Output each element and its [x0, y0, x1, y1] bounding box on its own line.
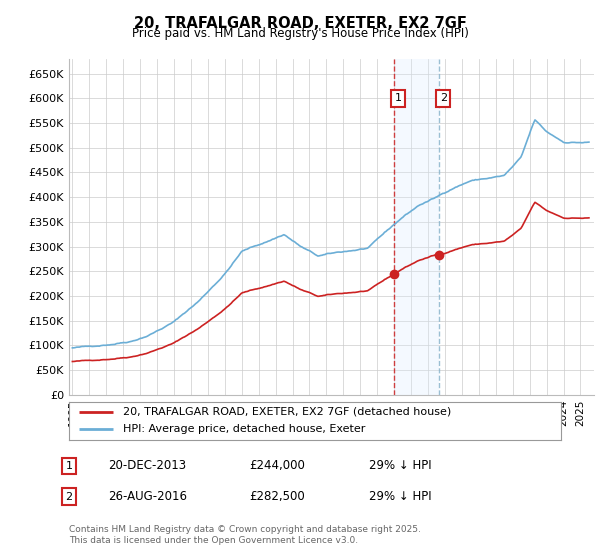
Text: 2: 2	[65, 492, 73, 502]
Text: 26-AUG-2016: 26-AUG-2016	[108, 490, 187, 503]
Text: 20, TRAFALGAR ROAD, EXETER, EX2 7GF (detached house): 20, TRAFALGAR ROAD, EXETER, EX2 7GF (det…	[123, 407, 451, 417]
Text: Contains HM Land Registry data © Crown copyright and database right 2025.
This d: Contains HM Land Registry data © Crown c…	[69, 525, 421, 545]
Text: 29% ↓ HPI: 29% ↓ HPI	[369, 490, 431, 503]
Text: 29% ↓ HPI: 29% ↓ HPI	[369, 459, 431, 473]
Text: Price paid vs. HM Land Registry's House Price Index (HPI): Price paid vs. HM Land Registry's House …	[131, 27, 469, 40]
Text: £282,500: £282,500	[249, 490, 305, 503]
Text: 20-DEC-2013: 20-DEC-2013	[108, 459, 186, 473]
Text: 20, TRAFALGAR ROAD, EXETER, EX2 7GF: 20, TRAFALGAR ROAD, EXETER, EX2 7GF	[134, 16, 466, 31]
Text: HPI: Average price, detached house, Exeter: HPI: Average price, detached house, Exet…	[123, 424, 365, 435]
Text: 1: 1	[394, 94, 401, 104]
Text: 1: 1	[65, 461, 73, 471]
Text: 2: 2	[440, 94, 447, 104]
Text: £244,000: £244,000	[249, 459, 305, 473]
Bar	[394, 59, 439, 395]
